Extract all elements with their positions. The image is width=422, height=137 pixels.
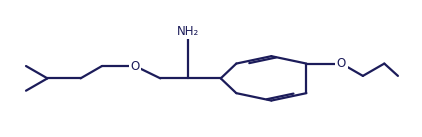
Text: NH₂: NH₂: [176, 25, 199, 38]
Text: O: O: [337, 57, 346, 70]
Text: O: O: [130, 60, 140, 72]
